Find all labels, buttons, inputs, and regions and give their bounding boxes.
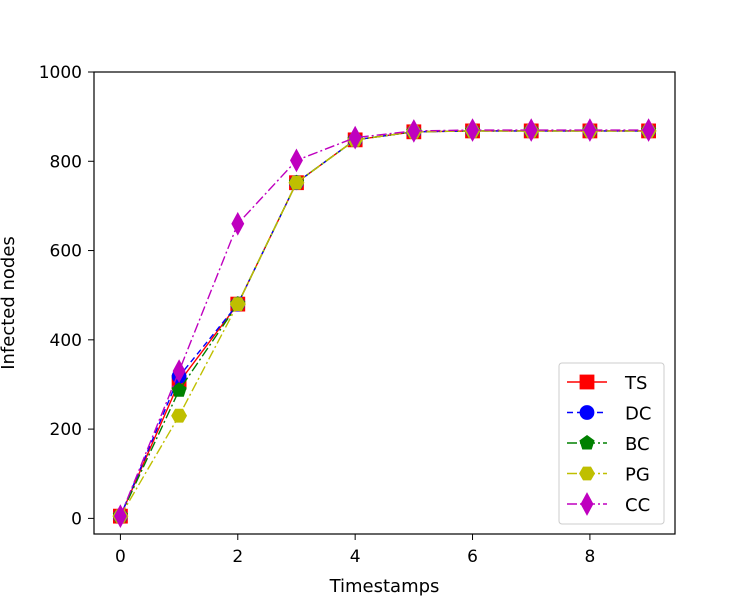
data-point-cc xyxy=(642,118,656,142)
x-tick-label: 2 xyxy=(232,547,243,567)
x-tick-label: 0 xyxy=(115,547,126,567)
legend-label: CC xyxy=(625,495,650,516)
legend-label: BC xyxy=(625,434,650,455)
series-cc xyxy=(113,118,656,528)
data-point-cc xyxy=(583,118,597,142)
data-point-cc xyxy=(407,119,421,143)
data-point-pg xyxy=(171,408,188,423)
data-point-pg xyxy=(229,297,246,312)
series-line-dc xyxy=(119,130,649,517)
legend-label: TS xyxy=(624,373,647,394)
axis-ticks: 0 2 4 6 8 0 200 400 600 800 1000 xyxy=(39,63,596,567)
plot-area-frame xyxy=(93,71,676,535)
legend-box xyxy=(558,362,665,525)
y-tick-label: 800 xyxy=(50,152,82,172)
y-tick-label: 400 xyxy=(50,331,82,351)
legend-label: PG xyxy=(625,465,650,486)
legend-entry-dc: DC xyxy=(567,404,651,425)
data-point-cc xyxy=(524,118,538,142)
y-tick-label: 200 xyxy=(50,420,82,440)
y-axis-title: Infected nodes xyxy=(0,236,19,370)
data-point-cc xyxy=(290,148,303,173)
legend-entry-pg: PG xyxy=(567,465,650,486)
legend-marker-square xyxy=(579,374,595,390)
data-point-cc xyxy=(348,125,362,150)
data-point-cc xyxy=(231,211,245,236)
legend-marker-circle xyxy=(579,405,595,420)
x-tick-label: 8 xyxy=(584,547,595,567)
data-point-cc xyxy=(172,359,186,383)
x-tick-label: 4 xyxy=(350,547,361,567)
data-point-cc xyxy=(113,504,127,528)
legend-marker-pentagon xyxy=(579,435,595,450)
series-line-cc xyxy=(119,129,649,517)
data-point-pg xyxy=(288,175,305,190)
legend: TS DC BC PG CC xyxy=(558,362,665,525)
y-tick-label: 1000 xyxy=(39,63,82,83)
data-point-cc xyxy=(466,118,479,142)
y-tick-label: 600 xyxy=(50,242,82,262)
legend-label: DC xyxy=(625,404,651,425)
legend-entry-ts: TS xyxy=(567,373,647,394)
x-tick-label: 6 xyxy=(467,547,478,567)
series-line-pg xyxy=(119,130,649,517)
legend-entry-bc: BC xyxy=(567,434,650,455)
x-axis-title: Timestamps xyxy=(329,576,440,597)
y-tick-label: 0 xyxy=(71,509,82,529)
legend-entry-cc: CC xyxy=(567,492,650,516)
plot-layer xyxy=(112,118,657,528)
legend-marker-hexagon xyxy=(579,466,595,481)
legend-marker-diamond xyxy=(580,492,594,516)
